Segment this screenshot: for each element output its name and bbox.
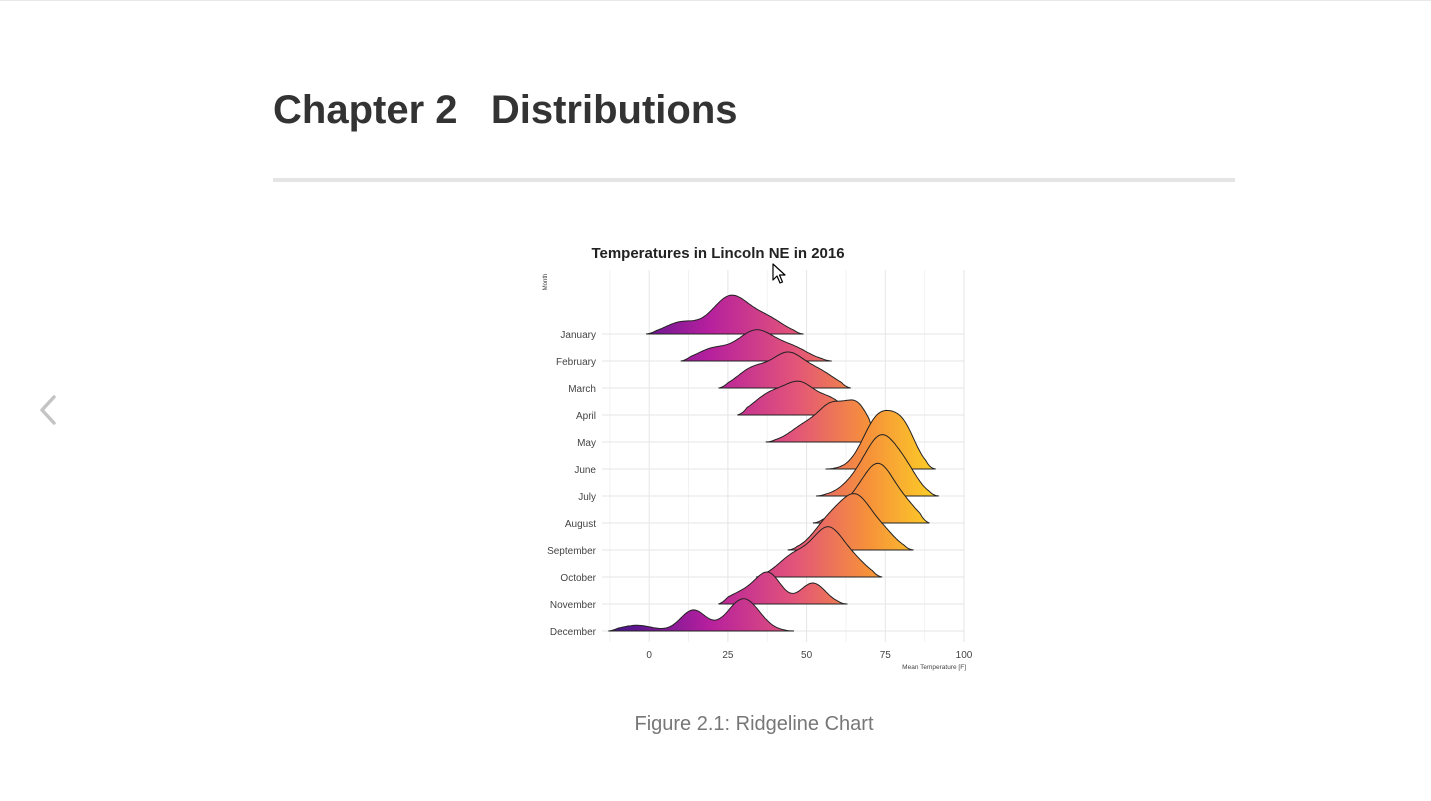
ridge-january <box>646 294 804 335</box>
ridge-december <box>608 598 795 632</box>
chevron-left-icon <box>40 395 56 425</box>
y-tick-label: June <box>574 465 596 476</box>
y-tick-label: December <box>550 627 597 638</box>
y-tick-label: February <box>556 357 596 368</box>
x-tick-label: 75 <box>880 650 892 661</box>
title-underline <box>273 178 1235 182</box>
y-tick-label: September <box>547 546 597 557</box>
page-header: Chapter 2 Distributions <box>273 84 1235 136</box>
top-border <box>0 0 1431 1</box>
y-tick-label: October <box>560 573 596 584</box>
chapter-title: Chapter 2 Distributions <box>273 88 738 132</box>
ridge-may <box>765 399 881 443</box>
previous-page-button[interactable] <box>34 388 66 432</box>
x-axis-label: Mean Temperature [F] <box>902 664 966 671</box>
y-tick-label: March <box>568 384 596 395</box>
y-axis-label: Month <box>543 274 549 291</box>
y-tick-label: April <box>576 411 596 422</box>
x-tick-label: 50 <box>801 650 813 661</box>
y-tick-label: May <box>577 438 596 449</box>
mouse-pointer-icon <box>772 263 786 284</box>
ridgeline-chart: Temperatures in Lincoln NE in 2016 Month J… <box>543 245 973 671</box>
x-tick-label: 25 <box>722 650 734 661</box>
ridgeline-figure: Temperatures in Lincoln NE in 2016 Month J… <box>536 236 976 676</box>
x-tick-label: 100 <box>956 650 973 661</box>
figure-caption: Figure 2.1: Ridgeline Chart <box>634 713 874 735</box>
y-tick-label: January <box>560 330 596 341</box>
ridge-october <box>756 526 883 578</box>
ridge-march <box>718 351 851 389</box>
chart-title: Temperatures in Lincoln NE in 2016 <box>591 245 844 262</box>
y-tick-label: November <box>550 600 597 611</box>
y-tick-label: August <box>565 519 596 530</box>
x-tick-label: 0 <box>646 650 652 661</box>
ridge-november <box>718 571 848 605</box>
y-tick-label: July <box>578 492 596 503</box>
